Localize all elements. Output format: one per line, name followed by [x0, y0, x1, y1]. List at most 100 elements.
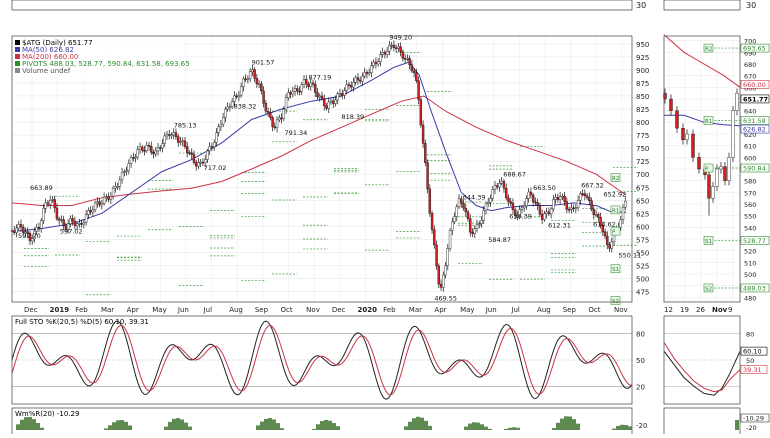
price-annotation: 584.87: [488, 236, 511, 244]
candle-body: [338, 93, 342, 95]
zoom-candle-body: [719, 166, 723, 170]
candle-body: [264, 103, 268, 112]
candle-body: [296, 88, 299, 92]
candle-body: [219, 123, 223, 127]
zoom-value-tag: 660.00: [743, 81, 766, 89]
candle-body: [498, 183, 501, 188]
candle-body: [19, 224, 23, 228]
williams-area-bar: [256, 425, 260, 430]
price-x-label: Jun: [485, 306, 497, 314]
candle-body: [549, 208, 553, 215]
candle-body: [53, 199, 56, 209]
zoom-y-tick: 500: [744, 271, 756, 279]
williams-area-bar: [280, 428, 284, 430]
candle-body: [87, 210, 90, 215]
candle-body: [520, 207, 524, 210]
zoom-value-tag: 488.03: [743, 284, 766, 292]
candle-body: [453, 216, 456, 223]
candle-body: [367, 72, 371, 75]
zoom-candle-body: [685, 133, 689, 141]
candle-body: [451, 221, 454, 231]
candle-body: [105, 196, 108, 198]
candle-body: [242, 78, 245, 87]
williams-area-bar: [180, 419, 184, 430]
price-y-tick: 875: [636, 80, 649, 88]
candle-body: [426, 162, 429, 190]
price-x-label: Aug: [537, 306, 551, 314]
price-x-label: Mar: [101, 306, 114, 314]
price-annotation: 652.92: [604, 191, 627, 199]
candle-body: [336, 93, 339, 101]
candle-body: [316, 92, 319, 98]
price-annotation: 949.20: [389, 34, 412, 42]
williams-area-bar: [428, 425, 432, 430]
price-x-label: Apr: [434, 306, 446, 314]
candle-body: [302, 79, 306, 85]
candle-body: [592, 209, 596, 216]
candle-body: [489, 198, 492, 203]
williams-area-bar: [164, 426, 168, 430]
candle-body: [100, 203, 104, 206]
zoom-candle-body: [669, 98, 673, 111]
candle-body: [446, 248, 449, 266]
williams-area-bar: [328, 420, 332, 430]
candle-body: [484, 203, 488, 211]
candle-body: [174, 132, 178, 137]
candle-body: [165, 134, 169, 137]
williams-area-bar: [472, 422, 476, 430]
candle-body: [385, 51, 389, 55]
candle-body: [262, 90, 265, 104]
candle-body: [487, 202, 490, 204]
price-annotation: 877.19: [309, 73, 332, 81]
williams-area-bar: [620, 424, 624, 430]
zoom-value-tag-box: [740, 283, 770, 293]
candle-body: [525, 198, 528, 207]
candle-body: [323, 98, 326, 107]
zoom-value-tag: 651.77: [743, 95, 768, 103]
candle-body: [374, 61, 378, 65]
zoom-pivot-tag-box: [703, 283, 714, 293]
candle-body: [388, 45, 391, 52]
stochastic-panel: Full STO %K(20,5) %D(5) 60.10, 39.31 20 5…: [11, 315, 768, 405]
zoom-candle-body: [715, 168, 719, 187]
pivot-tag-box: [610, 264, 621, 274]
candle-body: [482, 210, 485, 221]
candle-body: [334, 99, 337, 104]
candle-body: [156, 147, 160, 152]
zoom-y-tick: 700: [744, 38, 756, 46]
candle-body: [221, 117, 225, 125]
candle-body: [356, 77, 360, 81]
candle-body: [239, 86, 243, 96]
candle-body: [91, 209, 95, 213]
candle-body: [33, 230, 36, 240]
price-x-label: Nov: [306, 306, 320, 314]
zoom-candles: [663, 88, 739, 216]
candle-body: [298, 90, 301, 93]
candle-body: [624, 201, 627, 208]
price-x-labels: Dec 2019 Feb Mar Apr May Jun Jul Aug Sep Oct Nov Dec…: [24, 306, 628, 314]
price-y-tick: 900: [636, 67, 649, 75]
williams-area-bar: [188, 426, 192, 430]
williams-area-bar: [484, 426, 488, 430]
zoom-grid: [664, 36, 740, 302]
candle-body: [610, 241, 613, 249]
candle-body: [168, 134, 171, 136]
candle-body: [305, 79, 308, 85]
williams-area-bar: [28, 416, 32, 430]
zoom-y-tick: 690: [744, 49, 756, 57]
candle-body: [266, 111, 270, 113]
candle-body: [424, 143, 427, 163]
price-y-tick: 775: [636, 132, 649, 140]
candle-body: [343, 90, 346, 96]
williams-legend: Wm%R(20) -10.29: [15, 410, 79, 418]
candle-body: [428, 188, 432, 214]
price-y-tick: 800: [636, 119, 649, 127]
candle-body: [284, 97, 288, 110]
zoom-ma200-line: [663, 34, 741, 88]
legend-swatch-price: [15, 40, 20, 45]
williams-area-bar: [464, 426, 468, 430]
williams-area-bar: [260, 421, 264, 430]
zoom-value-tag: 626.82: [743, 126, 766, 134]
candle-body: [66, 223, 70, 230]
candle-body: [457, 198, 461, 208]
